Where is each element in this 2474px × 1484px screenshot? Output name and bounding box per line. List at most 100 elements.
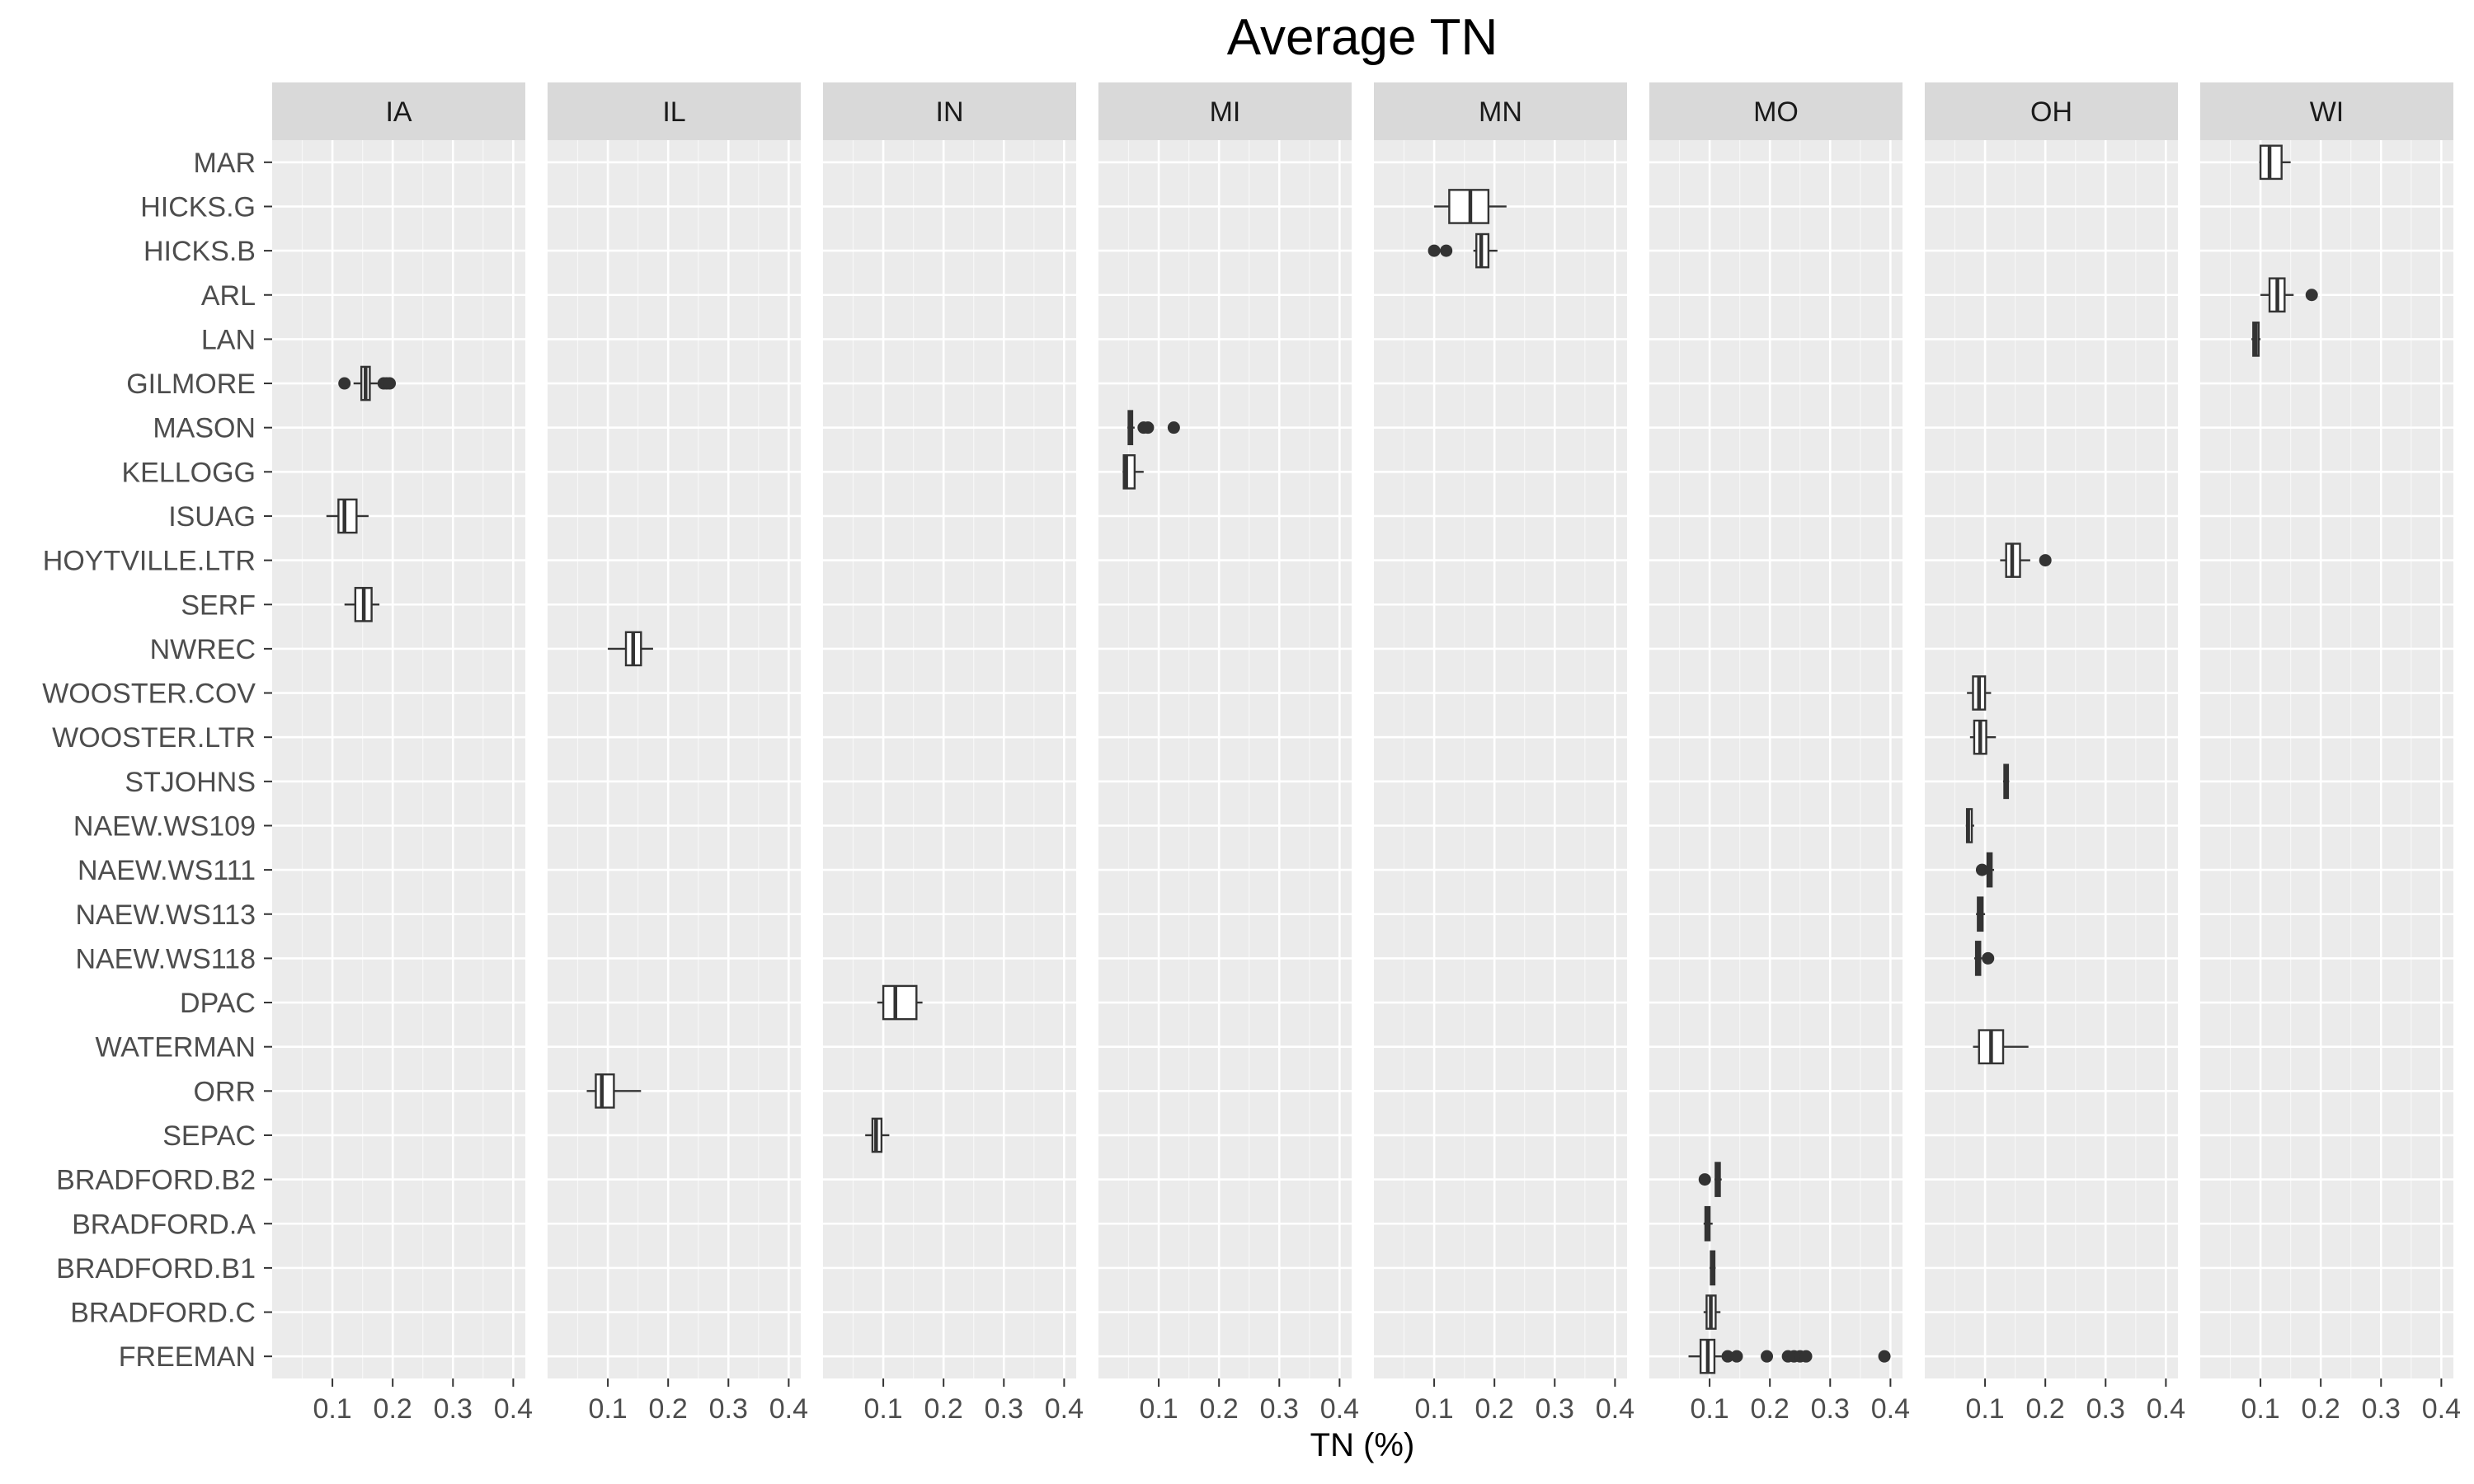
y-tick-label-arl: ARL bbox=[201, 280, 256, 312]
box-gilmore bbox=[338, 365, 397, 402]
x-axis-title: TN (%) bbox=[1310, 1427, 1415, 1463]
y-tick-label-naew-ws118: NAEW.WS118 bbox=[75, 943, 256, 974]
y-tick-label-mar: MAR bbox=[193, 148, 256, 179]
box-wooster-cov bbox=[1967, 675, 1992, 711]
x-tick-label: 0.4 bbox=[2422, 1393, 2461, 1425]
outlier-point bbox=[1982, 951, 1995, 965]
facet-wi: WI 0.1 0.2 0.3 0.4 bbox=[2200, 82, 2461, 1425]
box-naew-ws109 bbox=[1965, 808, 1974, 843]
outlier-point bbox=[1799, 1350, 1813, 1363]
box-orr bbox=[586, 1073, 642, 1109]
box-arl bbox=[2260, 277, 2318, 313]
facet-strip bbox=[1649, 82, 1903, 140]
outlier-point bbox=[2305, 289, 2318, 302]
outlier-point bbox=[1167, 421, 1180, 434]
panel-background bbox=[1649, 140, 1903, 1378]
box-serf bbox=[344, 586, 380, 622]
facet-strip bbox=[272, 82, 525, 140]
y-tick-label-kellogg: KELLOGG bbox=[121, 457, 256, 488]
facet-mo: MO 0.1 0.2 0.3 0.4 bbox=[1649, 82, 1910, 1425]
box-bradford-b1 bbox=[1710, 1250, 1716, 1286]
outlier-point bbox=[383, 377, 397, 390]
box-hicks-g bbox=[1434, 189, 1507, 224]
facet-label: IA bbox=[385, 96, 412, 128]
x-tick-label: 0.2 bbox=[1200, 1393, 1239, 1425]
x-tick-label: 0.2 bbox=[1475, 1393, 1514, 1425]
facet-strip bbox=[1374, 82, 1627, 140]
y-tick-label-lan: LAN bbox=[201, 324, 256, 355]
outlier-point bbox=[1878, 1350, 1891, 1363]
y-tick-label-waterman: WATERMAN bbox=[95, 1032, 256, 1064]
box-bradford-b2 bbox=[1698, 1162, 1722, 1197]
panel-background bbox=[272, 140, 525, 1378]
facet-il: IL 0.1 0.2 0.3 0.4 bbox=[548, 82, 808, 1425]
facet-label: MN bbox=[1479, 96, 1522, 128]
x-tick-label: 0.1 bbox=[588, 1393, 627, 1425]
box-nwrec bbox=[608, 631, 653, 667]
x-tick-label: 0.1 bbox=[313, 1393, 351, 1425]
facet-label: WI bbox=[2310, 96, 2345, 128]
x-tick-label: 0.1 bbox=[1139, 1393, 1178, 1425]
x-tick-label: 0.3 bbox=[1260, 1393, 1299, 1425]
x-tick-label: 0.1 bbox=[1414, 1393, 1453, 1425]
y-axis: MAR HICKS.G HICKS.B ARL LAN GILMORE MASON KELLO… bbox=[42, 148, 272, 1373]
box-naew-ws118 bbox=[1973, 941, 1995, 976]
box-bradford-a bbox=[1703, 1205, 1713, 1242]
x-tick-label: 0.3 bbox=[985, 1393, 1023, 1425]
facet-ia: IA 0.1 0.2 0.3 0.4 bbox=[272, 82, 533, 1425]
facet-label: MI bbox=[1210, 96, 1241, 128]
x-tick-label: 0.3 bbox=[2362, 1393, 2401, 1425]
y-tick-label-nwrec: NWREC bbox=[150, 634, 256, 665]
y-tick-label-orr: ORR bbox=[193, 1076, 256, 1107]
x-tick-label: 0.3 bbox=[1536, 1393, 1574, 1425]
facet-label: IL bbox=[662, 96, 685, 128]
box-naew-ws113 bbox=[1976, 896, 1986, 932]
outlier-point bbox=[1721, 1350, 1734, 1363]
x-tick-label: 0.4 bbox=[1596, 1393, 1634, 1425]
box-hicks-b bbox=[1427, 232, 1498, 269]
facet-in: IN 0.1 0.2 0.3 0.4 bbox=[823, 82, 1084, 1425]
x-tick-label: 0.2 bbox=[2302, 1393, 2340, 1425]
x-tick-label: 0.3 bbox=[1811, 1393, 1850, 1425]
box-mar bbox=[2259, 144, 2291, 181]
y-tick-label-gilmore: GILMORE bbox=[126, 369, 256, 400]
box-waterman bbox=[1973, 1029, 2029, 1064]
y-tick-label-wooster-ltr: WOOSTER.LTR bbox=[52, 722, 256, 754]
y-tick-label-wooster-cov: WOOSTER.COV bbox=[42, 679, 256, 710]
box-dpac bbox=[877, 984, 923, 1021]
outlier-point bbox=[1427, 244, 1441, 257]
facet-mi: MI 0.1 0.2 0.3 0.4 bbox=[1098, 82, 1359, 1425]
outlier-point bbox=[1440, 244, 1453, 257]
y-tick-label-bradford-b1: BRADFORD.B1 bbox=[56, 1253, 256, 1284]
x-tick-label: 0.1 bbox=[1690, 1393, 1729, 1425]
box-sepac bbox=[865, 1117, 890, 1153]
y-tick-label-hoytville-ltr: HOYTVILLE.LTR bbox=[43, 546, 256, 577]
facet-strip bbox=[1098, 82, 1352, 140]
panel-background bbox=[1925, 140, 2178, 1378]
x-tick-label: 0.4 bbox=[769, 1393, 808, 1425]
facet-label: IN bbox=[936, 96, 964, 128]
y-tick-label-serf: SERF bbox=[181, 589, 256, 621]
y-tick-label-stjohns: STJOHNS bbox=[125, 767, 256, 798]
box-bradford-c bbox=[1703, 1294, 1721, 1330]
x-tick-label: 0.4 bbox=[494, 1393, 533, 1425]
y-tick-label-isuag: ISUAG bbox=[168, 501, 256, 533]
outlier-point bbox=[1761, 1350, 1774, 1363]
box-iqr bbox=[882, 984, 918, 1021]
facet-label: OH bbox=[2030, 96, 2072, 128]
x-tick-label: 0.3 bbox=[2086, 1393, 2125, 1425]
x-tick-label: 0.1 bbox=[1965, 1393, 2004, 1425]
facet-panels: IA 0.1 0.2 0.3 0.4 IL 0.1 0.2 0.3 0.4 IN 0.1 0.2 0.3 0… bbox=[272, 82, 2461, 1425]
x-tick-label: 0.3 bbox=[709, 1393, 748, 1425]
panel-background bbox=[1374, 140, 1627, 1378]
y-tick-label-naew-ws113: NAEW.WS113 bbox=[75, 899, 256, 931]
y-tick-label-sepac: SEPAC bbox=[162, 1120, 256, 1152]
x-tick-label: 0.4 bbox=[2147, 1393, 2185, 1425]
x-tick-label: 0.2 bbox=[374, 1393, 412, 1425]
facet-oh: OH 0.1 0.2 0.3 0.4 bbox=[1925, 82, 2185, 1425]
box-stjohns bbox=[2003, 763, 2010, 800]
x-tick-label: 0.3 bbox=[434, 1393, 473, 1425]
facet-strip bbox=[1925, 82, 2178, 140]
x-tick-label: 0.2 bbox=[924, 1393, 963, 1425]
facet-mn: MN 0.1 0.2 0.3 0.4 bbox=[1374, 82, 1634, 1425]
